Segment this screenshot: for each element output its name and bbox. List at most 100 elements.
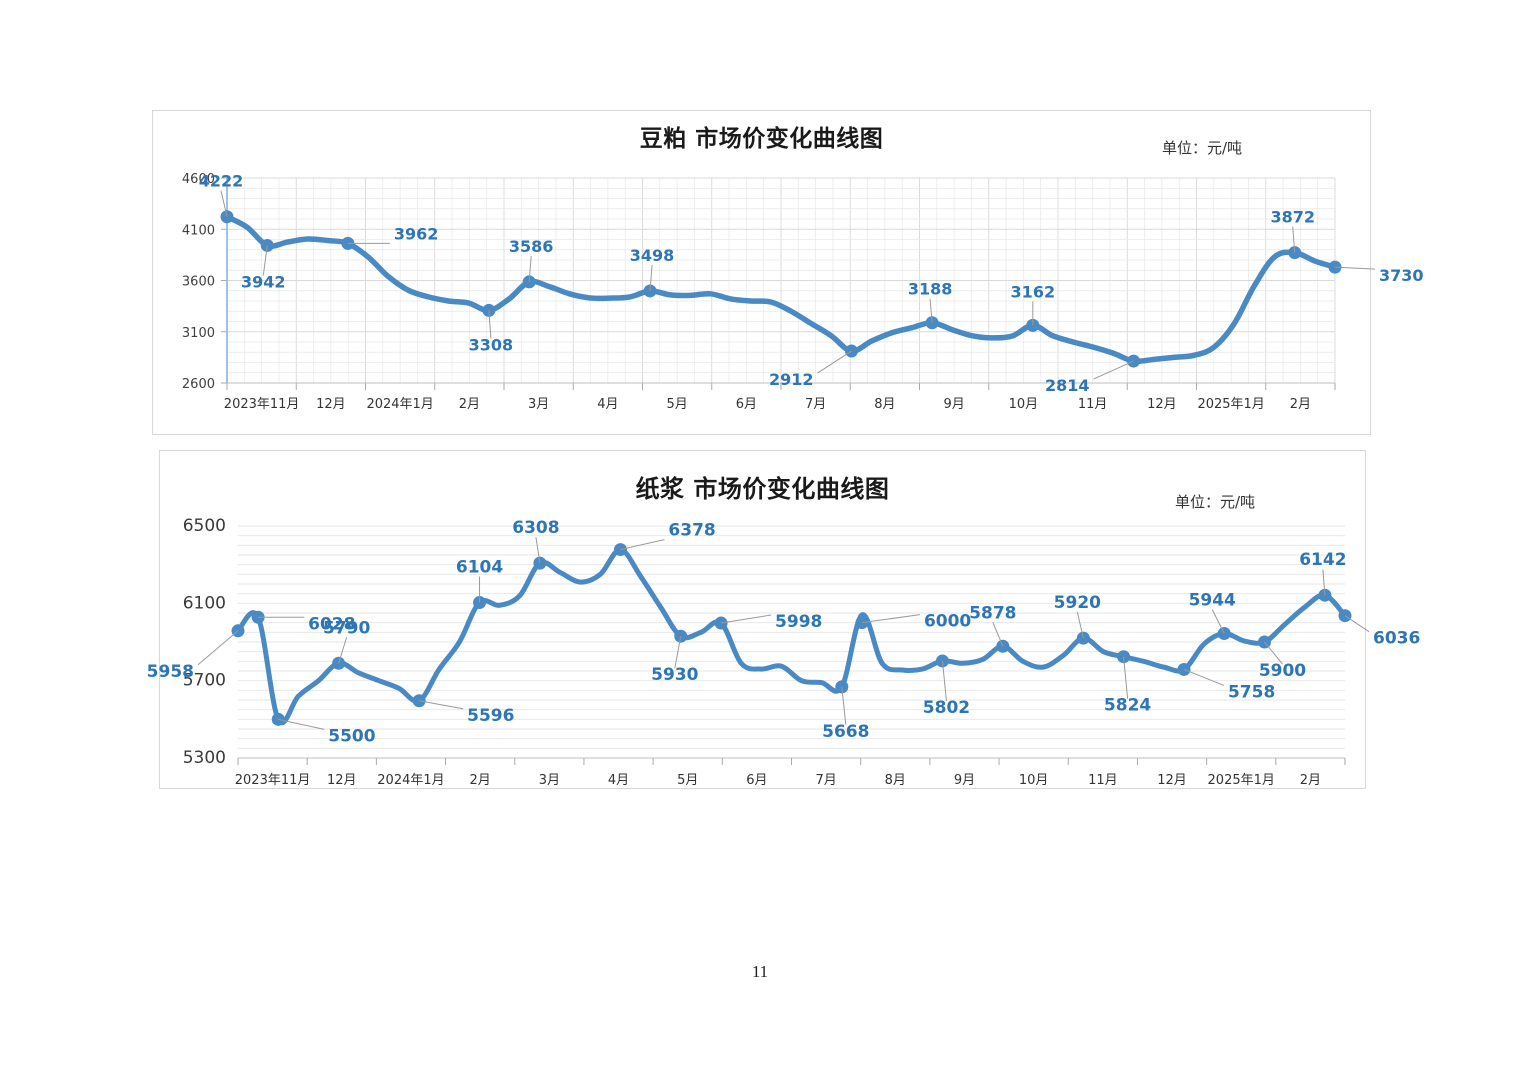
series-line [235,547,1348,725]
data-point-marker[interactable] [935,654,949,668]
x-axis-tick-label: 9月 [954,773,975,788]
y-axis-tick-label: 5700 [183,671,226,691]
x-axis-tick-label: 8月 [874,397,895,412]
x-axis-tick-label: 2025年1月 [1208,773,1275,788]
x-axis-tick-label: 2月 [459,397,480,412]
chart-gridlines [226,177,1336,384]
x-axis-tick-label: 3月 [539,773,560,788]
data-point-label: 5824 [1104,696,1151,716]
chart-card-pulp: 纸浆 市场价变化曲线图 单位：元/吨 5300 5700 6100 6500 2023年… [147,450,1421,789]
data-label-leader [488,310,492,339]
data-point-label: 5668 [822,722,869,742]
y-axis-tick-label: 4600 [182,172,215,187]
y-axis-tick-label: 3600 [182,275,215,290]
data-label-leader [817,350,852,374]
data-label-leader [674,636,682,669]
data-point-label: 5920 [1054,593,1101,613]
data-label-leader [720,614,772,624]
data-point-label: 3962 [394,224,439,243]
data-label-leader [528,255,532,282]
data-point-marker[interactable] [643,284,657,298]
x-axis-tick-label: 2月 [1290,397,1311,412]
data-point-marker[interactable] [251,610,265,624]
data-point-marker[interactable] [412,694,426,708]
data-label-leader [1076,612,1084,639]
y-axis-tick-label: 6500 [183,516,226,536]
page-number: 11 [751,962,769,981]
data-label-leader [419,700,464,710]
x-axis-tick-label: 12月 [327,773,357,788]
data-point-label: 5790 [323,618,370,638]
y-axis-tick-label: 6100 [183,593,226,613]
line-chart-pulp: 5300 5700 6100 6500 2023年11月 12月 2024年1月 2月 3月 4月… [147,516,1421,788]
y-axis-tick-label: 5300 [183,748,226,768]
data-label-leader [620,539,665,551]
x-axis-tick-label: 2024年1月 [377,773,444,788]
x-axis-tick-label: 12月 [1157,773,1187,788]
data-point-label: 5802 [923,698,970,718]
x-axis-tick-label: 6月 [746,773,767,788]
x-axis-tick-label: 6月 [736,397,757,412]
data-point-marker[interactable] [714,616,728,630]
data-label-leader [861,614,921,624]
data-point-label: 6028 [308,614,355,634]
data-label-leader [197,630,239,666]
x-axis-tick-label: 5月 [677,773,698,788]
x-axis-tick-label: 5月 [666,397,687,412]
data-point-label: 5500 [328,726,375,746]
x-axis-tick-label: 12月 [1147,397,1177,412]
data-label-leader [338,637,348,664]
data-point-label: 3586 [509,237,554,256]
x-axis-tick-label: 7月 [815,773,836,788]
data-label-leader [1334,266,1376,270]
data-point-label: 2912 [769,370,814,389]
data-point-label: 3162 [1011,282,1056,301]
data-point-marker[interactable] [855,616,869,630]
data-point-label: 5930 [651,665,698,685]
data-point-label: 5958 [147,662,194,682]
data-point-marker[interactable] [1026,318,1040,332]
x-axis-tick-label: 2月 [470,773,491,788]
data-point-label: 5596 [467,706,514,726]
data-point-label: 6142 [1299,550,1346,570]
x-axis-tick-label: 10月 [1019,773,1049,788]
data-label-leader [1093,360,1134,380]
data-label-leader [929,298,933,323]
data-point-label: 3730 [1379,266,1424,285]
x-axis-tick-label: 8月 [885,773,906,788]
data-point-label: 3188 [908,280,953,299]
data-label-leader [941,660,947,701]
data-point-label: 4222 [199,172,244,191]
series-line [224,213,1338,365]
data-label-leader [1211,609,1225,634]
chart-data-labels: 4222 3942 3962 3308 3586 3498 2912 3188 3162 2814… [199,172,1424,395]
chart-axes: 2600 3100 3600 4100 4600 2023年11月 12月 2024年1月 2月… [182,172,1336,412]
data-point-label: 5944 [1189,590,1236,610]
data-point-label: 6104 [456,558,503,578]
x-axis-tick-label: 2月 [1300,773,1321,788]
data-point-marker[interactable] [332,656,346,670]
data-label-leader [1344,615,1370,633]
data-point-label: 5758 [1228,682,1275,702]
chart-series [231,543,1352,726]
chart-unit-soybean: 单位：元/吨 [1161,139,1242,157]
x-axis-tick-label: 3月 [528,397,549,412]
line-chart-soybean: 2600 3100 3600 4100 4600 2023年11月 12月 2024年1月 2月… [182,172,1424,412]
data-point-label: 6000 [924,612,971,632]
data-label-leader [1123,656,1129,699]
data-point-label: 6378 [668,521,715,541]
x-axis-tick-label: 11月 [1088,773,1118,788]
data-point-marker[interactable] [1328,260,1342,274]
y-axis-tick-label: 4100 [182,223,215,238]
data-point-label: 3498 [630,246,675,265]
x-axis-tick-label: 11月 [1078,397,1108,412]
x-axis-tick-label: 7月 [805,397,826,412]
data-point-label: 3308 [469,335,514,354]
x-axis-tick-label: 4月 [608,773,629,788]
x-axis-tick-label: 2023年11月 [235,773,311,788]
x-axis-tick-label: 2023年11月 [224,397,300,412]
data-point-marker[interactable] [1217,626,1231,640]
y-axis-tick-label: 2600 [182,377,215,392]
data-label-leader [262,245,268,276]
chart-plot-pulp: 5300 5700 6100 6500 2023年11月 12月 2024年1月 2月 3月 4月… [147,451,1421,788]
